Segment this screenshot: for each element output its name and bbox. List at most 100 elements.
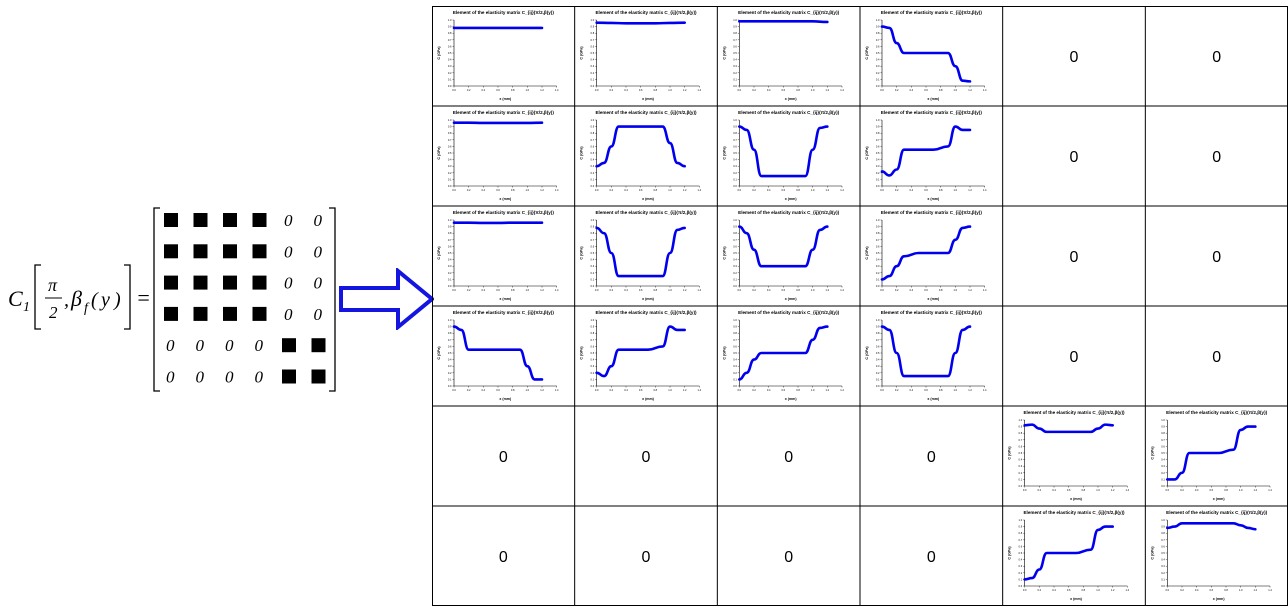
- pattern-zero: 0: [196, 368, 205, 387]
- x-tick-label: 0.8: [511, 188, 515, 192]
- x-tick-label: 1.4: [840, 288, 844, 292]
- x-tick-label: 0.8: [1224, 588, 1228, 592]
- y-tick-label: 0.3: [448, 364, 452, 368]
- x-tick-label: 1.4: [1268, 588, 1272, 592]
- y-tick-label: 0.5: [733, 251, 737, 255]
- series-line: [880, 225, 972, 281]
- y-tick-label: 1.0: [733, 218, 737, 222]
- x-tick-label: 1.2: [826, 188, 830, 192]
- x-tick-label: 0.4: [482, 388, 486, 392]
- x-tick-label: 0.0: [595, 388, 599, 392]
- x-axis-label: x (mm): [499, 297, 512, 301]
- y-tick-label: 0.0: [591, 184, 595, 188]
- matrix-cell-6-1: 0: [499, 549, 508, 566]
- y-axis-label: C (GPa): [1150, 446, 1154, 460]
- y-tick-label: 0.5: [1161, 551, 1165, 555]
- y-axis-label: C (GPa): [580, 246, 584, 260]
- x-tick-label: 0.0: [452, 288, 456, 292]
- matrix-right-bracket: [329, 207, 336, 392]
- matrix-cell-4-2: Element of the elasticity matrix C_{ij}(…: [580, 310, 702, 401]
- x-tick-label: 0.6: [639, 288, 643, 292]
- y-axis-label: C (GPa): [722, 346, 726, 360]
- y-tick-label: 0.2: [1019, 571, 1023, 575]
- y-axis-label: C (GPa): [865, 346, 869, 360]
- x-tick-label: 0.0: [452, 388, 456, 392]
- x-tick-label: 1.0: [954, 88, 958, 92]
- left-bracket: [34, 264, 41, 330]
- x-tick-label: 0.2: [610, 388, 614, 392]
- x-axis-label: x (mm): [642, 97, 655, 101]
- series-line: [738, 125, 829, 178]
- y-tick-label: 0.7: [733, 338, 737, 342]
- pattern-zero: 0: [166, 336, 175, 355]
- matrix-cell-3-5: 0: [1070, 249, 1079, 266]
- x-tick-label: 0.0: [738, 88, 742, 92]
- zero-value: 0: [1070, 349, 1079, 366]
- zero-value: 0: [499, 449, 508, 466]
- x-tick-label: 1.2: [540, 188, 544, 192]
- x-axis-label: x (mm): [785, 197, 798, 201]
- x-axis-label: x (mm): [927, 397, 940, 401]
- pattern-zero: 0: [284, 274, 293, 293]
- x-tick-label: 1.0: [668, 88, 672, 92]
- y-tick-label: 0.2: [448, 371, 452, 375]
- x-tick-label: 1.0: [954, 188, 958, 192]
- y-tick-label: 0.3: [591, 364, 595, 368]
- y-tick-label: 0.1: [448, 177, 452, 181]
- y-tick-label: 0.4: [733, 258, 737, 262]
- x-tick-label: 1.2: [826, 288, 830, 292]
- x-tick-label: 1.2: [968, 388, 972, 392]
- x-tick-label: 1.0: [668, 288, 672, 292]
- y-tick-label: 0.3: [733, 264, 737, 268]
- x-tick-label: 0.4: [910, 188, 914, 192]
- x-tick-label: 0.0: [880, 188, 884, 192]
- y-tick-label: 0.7: [1019, 438, 1023, 442]
- chart-title: Element of the elasticity matrix C_{ij}(…: [595, 210, 697, 215]
- y-tick-label: 0.1: [448, 377, 452, 381]
- y-tick-label: 0.7: [1161, 538, 1165, 542]
- x-tick-label: 0.8: [654, 288, 658, 292]
- matrix-left-bracket: [153, 207, 160, 392]
- y-tick-label: 1.0: [1019, 518, 1023, 522]
- pattern-filled-square: [282, 369, 296, 384]
- x-tick-label: 1.4: [983, 88, 987, 92]
- x-tick-label: 1.0: [526, 288, 530, 292]
- zero-value: 0: [927, 449, 936, 466]
- y-tick-label: 0.8: [876, 331, 880, 335]
- y-axis-label: C (GPa): [580, 146, 584, 160]
- y-tick-label: 1.0: [1019, 418, 1023, 422]
- matrix-cell-5-5: Element of the elasticity matrix C_{ij}(…: [1008, 410, 1130, 501]
- y-axis-label: C (GPa): [722, 46, 726, 60]
- x-tick-label: 0.4: [624, 188, 628, 192]
- y-tick-label: 0.9: [1161, 525, 1165, 529]
- x-tick-label: 0.4: [1195, 488, 1199, 492]
- series-line: [880, 325, 972, 378]
- x-tick-label: 0.4: [624, 288, 628, 292]
- y-tick-label: 1.0: [448, 18, 452, 22]
- x-tick-label: 1.0: [811, 288, 815, 292]
- y-tick-label: 0.5: [1019, 451, 1023, 455]
- x-tick-label: 0.8: [939, 188, 943, 192]
- pattern-zero: 0: [255, 336, 264, 355]
- x-tick-label: 0.4: [482, 188, 486, 192]
- x-tick-label: 0.6: [782, 188, 786, 192]
- y-tick-label: 0.5: [591, 151, 595, 155]
- y-tick-label: 0.0: [733, 84, 737, 88]
- y-tick-label: 0.3: [1161, 564, 1165, 568]
- y-tick-label: 0.1: [591, 377, 595, 381]
- x-tick-label: 1.0: [954, 288, 958, 292]
- x-tick-label: 0.4: [767, 288, 771, 292]
- zero-value: 0: [1070, 249, 1079, 266]
- y-tick-label: 1.0: [1161, 518, 1165, 522]
- x-tick-label: 1.4: [983, 288, 987, 292]
- x-axis-label: x (mm): [1070, 497, 1083, 501]
- y-tick-label: 0.5: [448, 51, 452, 55]
- y-axis-label: C (GPa): [865, 146, 869, 160]
- chart-title: Element of the elasticity matrix C_{ij}(…: [1023, 410, 1125, 415]
- y-tick-label: 0.4: [448, 358, 452, 362]
- x-tick-label: 0.8: [796, 288, 800, 292]
- y-tick-label: 0.3: [876, 164, 880, 168]
- matrix-cell-2-3: Element of the elasticity matrix C_{ij}(…: [722, 110, 844, 201]
- x-tick-label: 0.0: [880, 88, 884, 92]
- pattern-filled-square: [164, 244, 178, 259]
